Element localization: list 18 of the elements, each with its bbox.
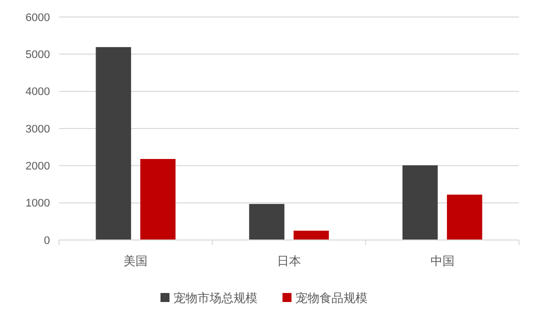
- y-tick-label: 2000: [26, 160, 50, 173]
- x-tick-label: 美国: [124, 254, 148, 268]
- y-tick-label: 5000: [26, 49, 50, 62]
- bar: [446, 194, 482, 240]
- legend-label: 宠物市场总规模: [174, 291, 258, 306]
- y-tick-label: 3000: [26, 123, 50, 136]
- y-tick-label: 1000: [26, 198, 50, 210]
- bar: [140, 158, 176, 240]
- y-tick-label: 0: [44, 234, 50, 247]
- y-tick-label: 6000: [26, 12, 50, 24]
- x-tick-label: 中国: [430, 254, 454, 268]
- x-tick-label: 日本: [277, 254, 301, 268]
- bar: [402, 165, 438, 240]
- bar: [96, 47, 132, 240]
- y-tick-label: 4000: [26, 86, 50, 98]
- bar: [294, 230, 329, 240]
- bar: [249, 204, 284, 240]
- legend-label: 宠物食品规模: [296, 291, 368, 306]
